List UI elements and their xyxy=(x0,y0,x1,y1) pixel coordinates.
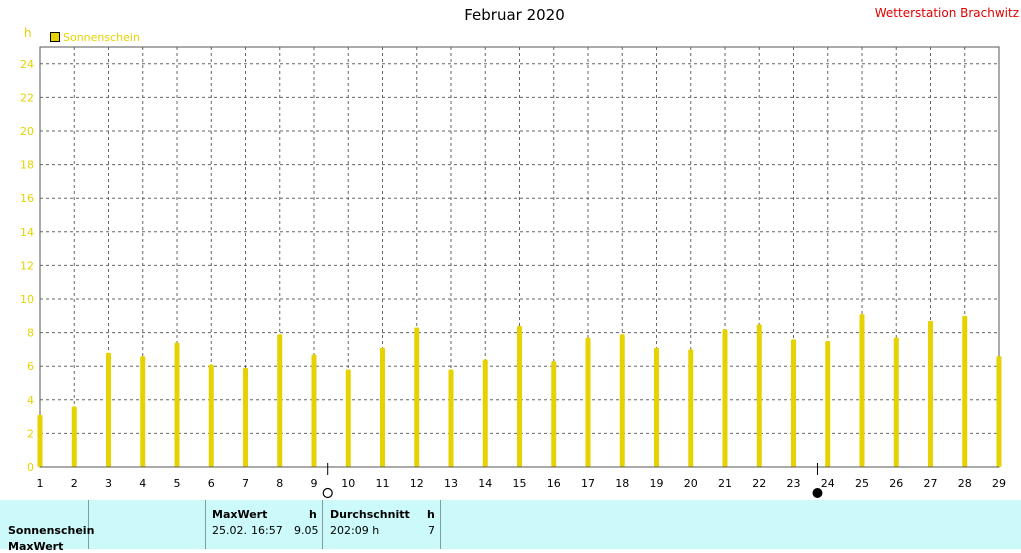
max-time: 16:57 xyxy=(251,524,283,537)
x-tick-label: 25 xyxy=(855,477,869,490)
y-tick-label: 22 xyxy=(20,91,34,104)
x-tick-label: 12 xyxy=(410,477,424,490)
bar xyxy=(551,361,557,467)
bar xyxy=(688,349,694,467)
bar xyxy=(277,334,283,467)
stats-row-label: Sonnenschein xyxy=(8,524,95,537)
chart-title: Februar 2020 xyxy=(464,6,565,24)
y-tick-label: 14 xyxy=(20,226,34,239)
y-tick-label: 18 xyxy=(20,159,34,172)
bar xyxy=(893,337,899,467)
y-axis-unit: h xyxy=(24,26,32,40)
bar xyxy=(619,334,625,467)
x-tick-label: 27 xyxy=(924,477,938,490)
x-tick-label: 18 xyxy=(615,477,629,490)
y-tick-label: 4 xyxy=(27,394,34,407)
x-tick-label: 29 xyxy=(992,477,1006,490)
x-tick-label: 8 xyxy=(276,477,283,490)
bar xyxy=(106,352,111,467)
bar xyxy=(928,320,933,467)
x-tick-label: 13 xyxy=(444,477,458,490)
bar xyxy=(517,325,522,467)
bar xyxy=(585,337,591,467)
bar xyxy=(859,314,865,467)
bar xyxy=(482,359,488,467)
x-tick-label: 26 xyxy=(889,477,903,490)
bar xyxy=(71,406,77,467)
bar xyxy=(311,354,317,467)
bar xyxy=(380,347,385,467)
x-tick-label: 22 xyxy=(752,477,766,490)
y-tick-label: 10 xyxy=(20,293,34,306)
bar xyxy=(722,329,728,467)
panel-separator xyxy=(88,500,89,549)
x-tick-label: 24 xyxy=(821,477,835,490)
avg-header: Durchschnitt xyxy=(330,508,410,521)
panel-separator xyxy=(322,500,323,549)
bar xyxy=(37,414,43,467)
bar xyxy=(996,356,1002,467)
legend-swatch xyxy=(50,32,60,42)
x-tick-label: 9 xyxy=(311,477,318,490)
x-tick-label: 16 xyxy=(547,477,561,490)
y-tick-label: 0 xyxy=(27,461,34,474)
bar xyxy=(208,364,214,467)
new-moon-icon xyxy=(812,488,823,498)
x-tick-label: 10 xyxy=(341,477,355,490)
y-tick-label: 20 xyxy=(20,125,34,138)
x-tick-label: 7 xyxy=(242,477,249,490)
panel-separator xyxy=(205,500,206,549)
bar xyxy=(345,369,351,467)
full-moon-icon xyxy=(322,487,333,499)
max-value: 9.05 xyxy=(294,524,319,537)
legend-label: Sonnenschein xyxy=(63,31,140,44)
y-tick-label: 2 xyxy=(27,427,34,440)
x-tick-label: 28 xyxy=(958,477,972,490)
y-tick-label: 6 xyxy=(27,360,34,373)
x-tick-label: 2 xyxy=(71,477,78,490)
x-tick-label: 5 xyxy=(174,477,181,490)
y-tick-label: 16 xyxy=(20,192,34,205)
panel-separator xyxy=(440,500,441,549)
x-tick-label: 19 xyxy=(650,477,664,490)
bar xyxy=(756,324,762,467)
avg-unit: h xyxy=(427,508,435,521)
y-tick-label: 24 xyxy=(20,58,34,71)
x-tick-label: 20 xyxy=(684,477,698,490)
x-tick-label: 23 xyxy=(787,477,801,490)
bar xyxy=(174,342,180,467)
x-tick-label: 15 xyxy=(513,477,527,490)
bar xyxy=(825,341,831,467)
x-tick-label: 1 xyxy=(37,477,44,490)
legend: Sonnenschein xyxy=(50,31,140,44)
x-tick-label: 3 xyxy=(105,477,112,490)
y-tick-label: 8 xyxy=(27,327,34,340)
bar xyxy=(140,356,146,467)
stats-row-label-2: MaxWert xyxy=(8,540,64,553)
x-tick-label: 17 xyxy=(581,477,595,490)
y-tick-label: 12 xyxy=(20,259,34,272)
x-tick-label: 4 xyxy=(139,477,146,490)
x-tick-label: 14 xyxy=(478,477,492,490)
station-name: Wetterstation Brachwitz xyxy=(874,6,1019,20)
statistics-panel: Sonnenschein MaxWert MaxWert h 25.02. 16… xyxy=(0,500,1021,553)
x-tick-label: 6 xyxy=(208,477,215,490)
bar xyxy=(654,347,659,467)
bar xyxy=(448,369,454,467)
x-tick-label: 11 xyxy=(376,477,390,490)
max-unit: h xyxy=(309,508,317,521)
bar xyxy=(243,367,248,467)
bar xyxy=(962,315,968,467)
bar xyxy=(791,339,796,467)
x-tick-label: 21 xyxy=(718,477,732,490)
bar xyxy=(414,327,420,467)
avg-total: 202:09 h xyxy=(330,524,380,537)
avg-value: 7 xyxy=(428,524,435,537)
max-date: 25.02. xyxy=(212,524,247,537)
max-header: MaxWert xyxy=(212,508,268,521)
